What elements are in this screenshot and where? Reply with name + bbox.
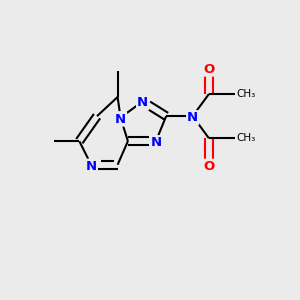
Text: N: N — [150, 136, 161, 149]
Text: O: O — [203, 160, 214, 173]
Text: CH₃: CH₃ — [237, 133, 256, 143]
Text: N: N — [115, 112, 126, 126]
Text: N: N — [85, 160, 97, 173]
Text: CH₃: CH₃ — [237, 89, 256, 99]
Text: O: O — [203, 63, 214, 76]
Text: N: N — [187, 111, 198, 124]
Text: N: N — [137, 96, 148, 110]
